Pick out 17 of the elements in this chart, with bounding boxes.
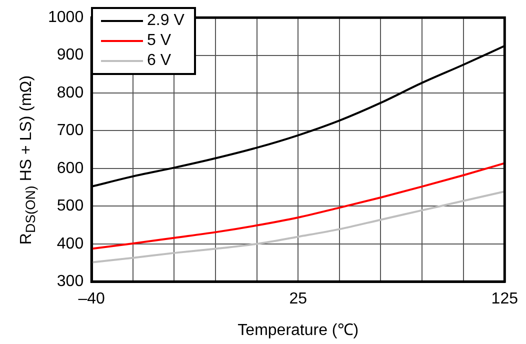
y-tick-label: 600 xyxy=(56,160,84,177)
y-tick-label: 700 xyxy=(56,122,84,140)
x-tick-label: 125 xyxy=(491,290,518,308)
legend-label: 5 V xyxy=(147,32,172,50)
y-tick-label: 300 xyxy=(56,273,84,290)
y-tick-label: 400 xyxy=(56,235,84,252)
y-tick-label: 900 xyxy=(56,46,84,64)
x-axis-title: Temperature (℃) xyxy=(238,322,359,339)
y-tick-label: 800 xyxy=(56,84,84,102)
y-tick-label: 1000 xyxy=(48,9,84,26)
legend-label: 2.9 V xyxy=(147,12,184,30)
legend-label: 6 V xyxy=(147,52,172,70)
y-tick-label: 500 xyxy=(56,198,84,215)
line-series xyxy=(90,162,506,250)
x-tick-label: 25 xyxy=(289,290,308,308)
line-series xyxy=(90,190,506,264)
x-tick-label: –40 xyxy=(78,290,106,308)
